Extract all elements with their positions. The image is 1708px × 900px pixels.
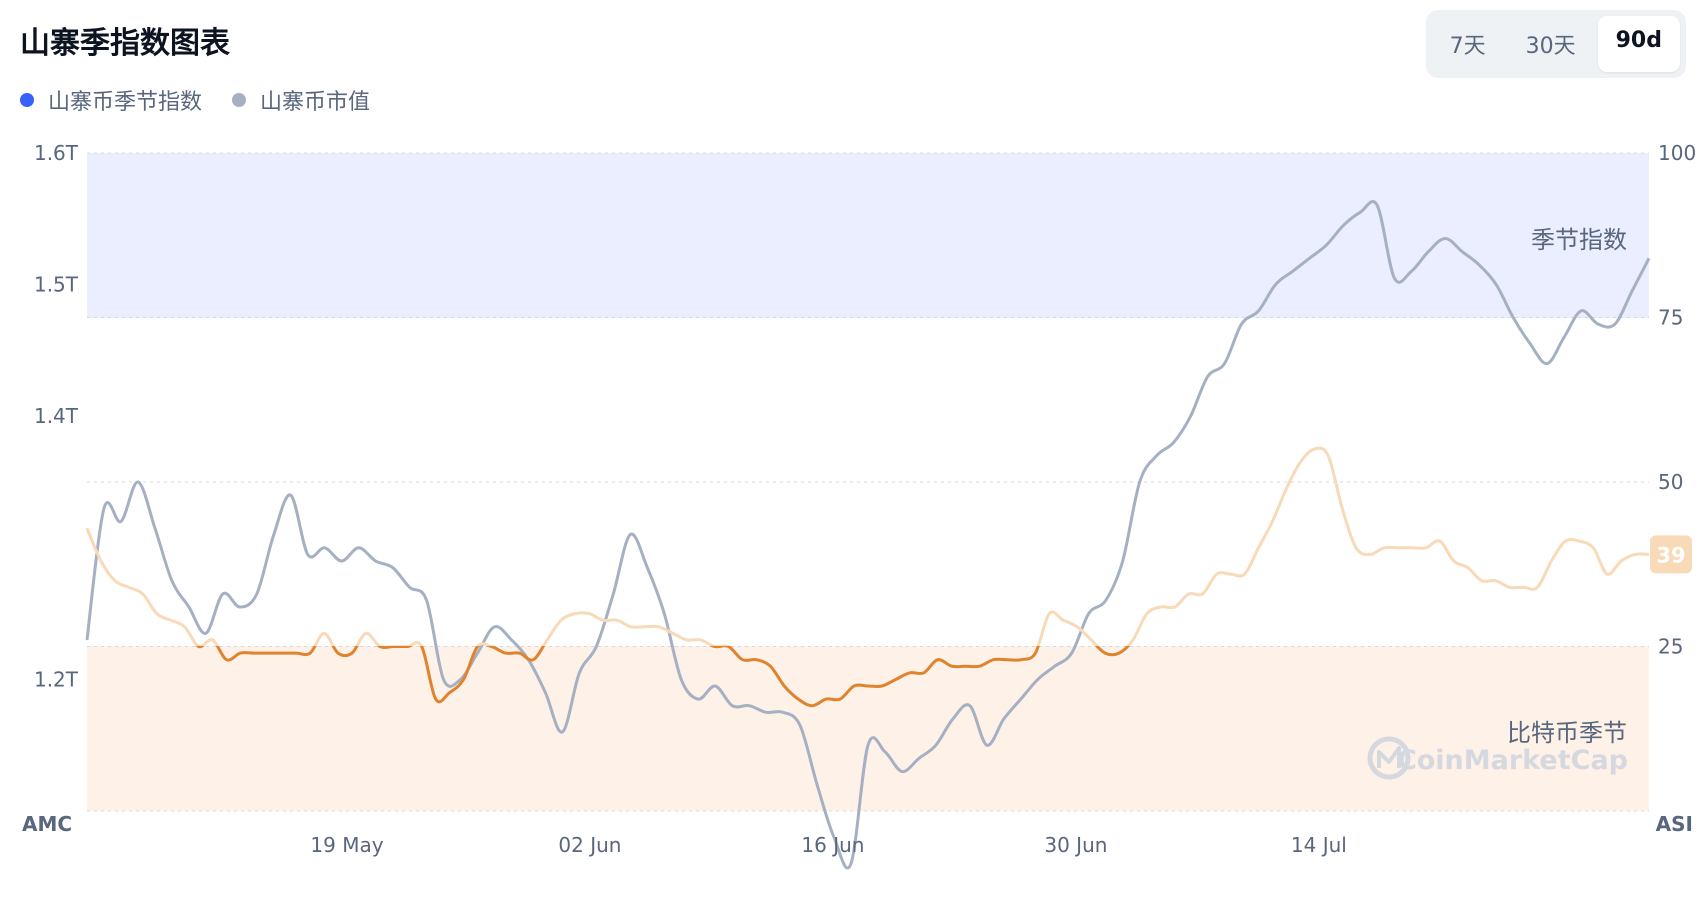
x-tick-0: 19 May bbox=[310, 833, 383, 857]
coinmarketcap-logo-icon bbox=[1367, 736, 1411, 780]
y-left-tick-2: 1.5T bbox=[34, 273, 79, 297]
y-left-tick-3: 1.6T bbox=[34, 141, 79, 165]
y-right-tick-1: 50 bbox=[1658, 470, 1683, 494]
axis-ticks: 1.2T 1.4T 1.5T 1.6T 25 50 75 100 19 May 02 Jun 16 … bbox=[34, 141, 1696, 857]
watermark-text: CoinMarketCap bbox=[1397, 745, 1628, 776]
zone-bitcoin-season bbox=[87, 646, 1649, 811]
y-right-tick-0: 25 bbox=[1658, 635, 1683, 659]
zone-label-bitcoin-season: 比特币季节 bbox=[1507, 719, 1627, 747]
series-line-season-index-above bbox=[85, 446, 1650, 646]
legend-item-asi[interactable]: 山寨币季节指数 bbox=[20, 84, 202, 116]
legend-dot-asi bbox=[20, 93, 34, 107]
left-axis-name: AMC bbox=[22, 812, 72, 836]
chart-legend: 山寨币季节指数 山寨币市值 bbox=[20, 84, 370, 116]
page-title: 山寨季指数图表 bbox=[20, 26, 230, 61]
range-90d-button[interactable]: 90d bbox=[1597, 16, 1680, 72]
series-line-season-index-below bbox=[195, 646, 1131, 708]
current-value-badge-bg bbox=[1650, 535, 1692, 574]
x-tick-3: 30 Jun bbox=[1044, 833, 1107, 857]
legend-label-asi: 山寨币季节指数 bbox=[48, 90, 203, 115]
current-value-badge: 39 bbox=[1650, 535, 1692, 574]
grid-lines bbox=[87, 152, 1649, 812]
current-value-badge-text: 39 bbox=[1656, 543, 1685, 567]
series-layer bbox=[85, 200, 1651, 870]
right-axis-name: ASI bbox=[1656, 812, 1693, 836]
zone-altseason bbox=[87, 153, 1649, 318]
watermark: CoinMarketCap bbox=[1367, 736, 1628, 780]
y-left-tick-1: 1.4T bbox=[34, 404, 79, 428]
y-left-tick-0: 1.2T bbox=[34, 667, 79, 691]
y-right-tick-3: 100 bbox=[1658, 141, 1696, 165]
x-tick-1: 02 Jun bbox=[558, 833, 621, 857]
series-line-market-cap bbox=[85, 200, 1651, 870]
legend-dot-amc bbox=[232, 93, 247, 107]
legend-item-amc[interactable]: 山寨币市值 bbox=[232, 84, 370, 116]
zone-label-altseason: 季节指数 bbox=[1531, 226, 1627, 254]
x-tick-4: 14 Jul bbox=[1291, 833, 1347, 857]
range-30d-button[interactable]: 30天 bbox=[1525, 34, 1576, 59]
y-right-tick-2: 75 bbox=[1658, 306, 1683, 330]
range-selector: 7天 30天 90d bbox=[1425, 10, 1686, 78]
x-tick-2: 16 Jun bbox=[801, 833, 864, 857]
range-7d-button[interactable]: 7天 bbox=[1449, 34, 1486, 59]
coinmarketcap-logo-mark bbox=[1377, 746, 1401, 768]
legend-label-amc: 山寨币市值 bbox=[260, 90, 371, 115]
